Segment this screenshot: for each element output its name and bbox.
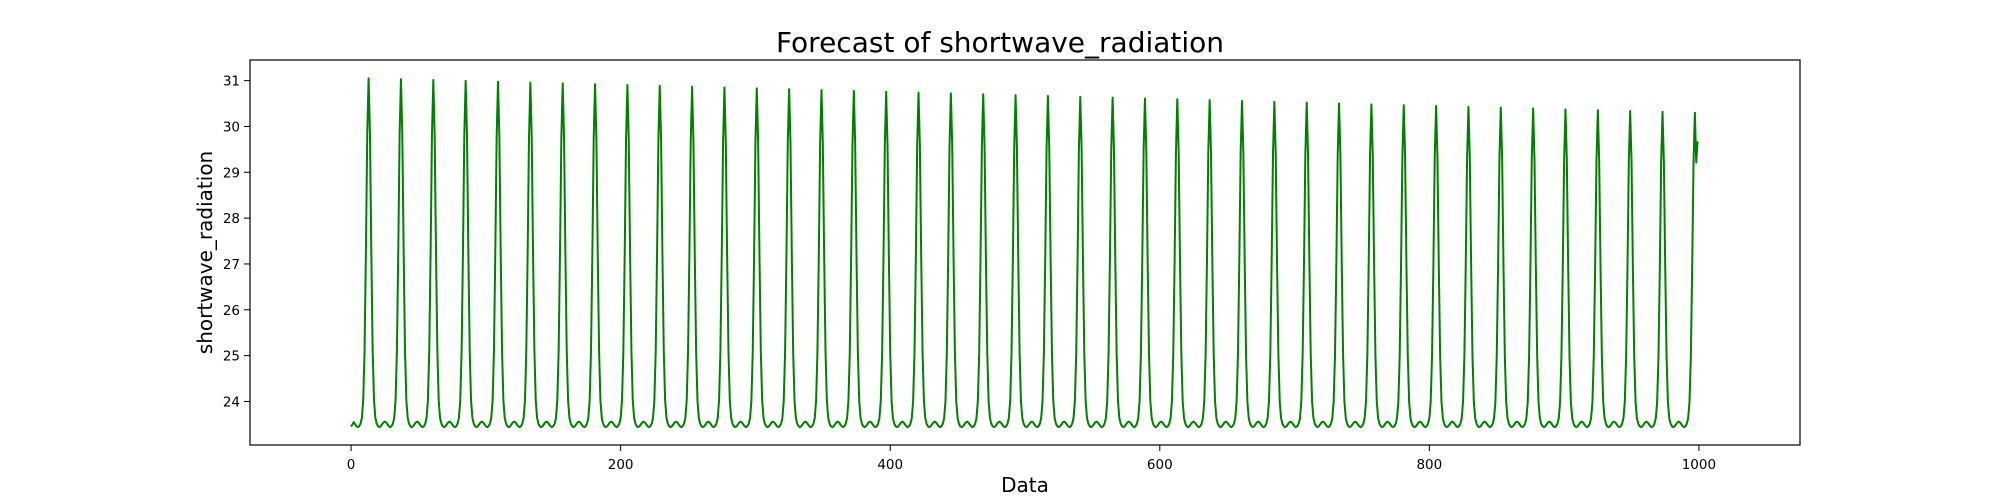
x-tick-label: 1000 — [1682, 457, 1716, 473]
y-tick-label: 31 — [223, 74, 240, 90]
y-axis-title: shortwave_radiation — [193, 151, 217, 354]
y-tick-label: 30 — [223, 119, 240, 135]
y-axis-ticks: 24 25 26 27 28 29 30 31 — [223, 74, 250, 410]
y-tick-label: 26 — [223, 303, 240, 319]
plot-area — [249, 59, 1801, 446]
y-tick-label: 25 — [223, 349, 240, 365]
y-tick-label: 24 — [223, 394, 240, 410]
x-tick-label: 200 — [608, 457, 634, 473]
y-tick-label: 27 — [223, 257, 240, 273]
chart-title: Forecast of shortwave_radiation — [776, 26, 1224, 59]
x-tick-label: 600 — [1147, 457, 1173, 473]
x-tick-label: 0 — [347, 457, 356, 473]
y-tick-label: 29 — [223, 165, 240, 181]
series-line — [350, 77, 1699, 429]
y-tick-label: 28 — [223, 211, 240, 227]
x-tick-label: 400 — [877, 457, 903, 473]
x-tick-label: 800 — [1416, 457, 1442, 473]
x-axis-ticks: 0 200 400 600 800 1000 — [347, 445, 1716, 473]
x-axis-title: Data — [1001, 473, 1049, 497]
